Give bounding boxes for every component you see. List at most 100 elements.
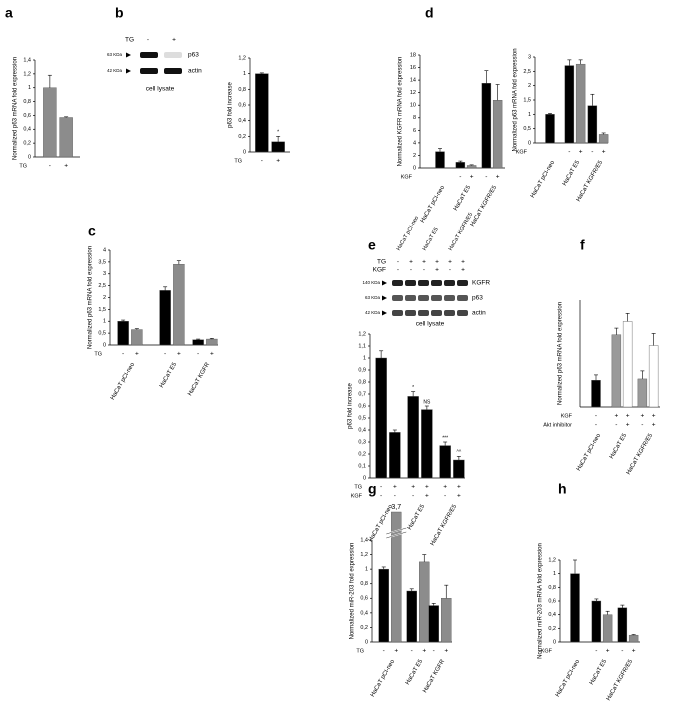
bar	[591, 380, 601, 408]
band	[457, 295, 468, 301]
panel-letter: g	[368, 481, 377, 497]
row-value: +	[135, 351, 139, 358]
row-value: -	[621, 648, 623, 655]
bar	[435, 151, 445, 169]
bar	[466, 165, 477, 169]
bar	[598, 134, 609, 144]
y-tick-label: 18	[410, 52, 416, 58]
y-tick-label: 12	[410, 90, 416, 96]
bar	[492, 99, 503, 169]
cell-line: HaCaT E5	[422, 227, 440, 252]
x-tick-label: HaCaT E5	[453, 184, 472, 212]
band	[431, 310, 442, 316]
row-value: -	[433, 648, 435, 655]
band-arrow	[126, 52, 131, 58]
blot-caption: cell lysate	[416, 321, 445, 328]
band-size: 42 KDa	[107, 68, 123, 73]
band	[140, 68, 158, 74]
row-value: +	[579, 149, 583, 156]
y-tick-label: 0,8	[358, 379, 366, 385]
y-tick-label: 2,5	[523, 69, 531, 75]
band	[444, 280, 455, 286]
x-tick-label: HaCaT KGFR/E5	[430, 503, 459, 547]
row-value: -	[595, 413, 597, 420]
bar	[648, 345, 659, 408]
row-value: -	[485, 174, 487, 181]
row-label: KGF	[401, 174, 413, 180]
bar	[439, 445, 451, 479]
y-tick-label: 1,2	[548, 557, 556, 563]
bar	[617, 607, 628, 643]
bar	[622, 321, 633, 408]
bar	[419, 561, 430, 643]
band	[431, 295, 442, 301]
y-tick-label: 1	[363, 355, 366, 361]
band	[431, 280, 442, 286]
bar	[406, 590, 417, 643]
bar	[602, 614, 613, 643]
y-tick-label: 0,5	[98, 331, 106, 337]
row-value: +	[444, 648, 448, 655]
axis-break	[386, 531, 407, 539]
panel-letter: c	[88, 223, 96, 239]
band-size: 140 KDa	[362, 280, 380, 285]
bar	[587, 105, 598, 144]
bar	[575, 63, 586, 144]
bar	[117, 321, 129, 346]
y-tick-label: 4	[103, 247, 106, 253]
row-value: +	[411, 484, 415, 491]
panel-letter: b	[115, 5, 124, 21]
band	[444, 295, 455, 301]
y-tick-label: 0,4	[238, 118, 246, 124]
row-value: +	[422, 648, 426, 655]
bar	[378, 568, 389, 643]
bar	[255, 73, 269, 153]
bar	[159, 290, 171, 346]
row-label: TG	[356, 648, 364, 654]
y-tick-label: 1	[243, 71, 246, 77]
row-value: +	[470, 174, 474, 181]
row-label: KGF	[351, 493, 363, 499]
row-value: +	[652, 422, 656, 429]
value-label: 3,7	[391, 504, 401, 511]
y-tick-label: 2	[528, 83, 531, 89]
row-value: -	[383, 648, 385, 655]
row-value: +	[443, 484, 447, 491]
y-tick-label: 1,5	[98, 307, 106, 313]
row-value: +	[393, 484, 397, 491]
bar	[43, 87, 57, 158]
band-label: p63	[188, 52, 199, 59]
bar	[59, 117, 73, 158]
row-value: +	[435, 267, 439, 274]
x-tick-label: HaCaT E5	[609, 432, 628, 460]
y-axis-label: p63 fold increase	[348, 382, 354, 428]
row-value: -	[459, 174, 461, 181]
row-label: KGF	[561, 413, 573, 419]
y-tick-label: 0,5	[523, 126, 531, 132]
y-tick-label: 0	[243, 149, 246, 155]
blot-lane: +	[172, 37, 176, 44]
x-tick-label: HaCaT E5	[562, 159, 581, 187]
row-value: -	[641, 422, 643, 429]
row-value: -	[423, 267, 425, 274]
bar	[545, 114, 555, 144]
bar	[389, 432, 401, 479]
row-value: -	[380, 484, 382, 491]
row-value: +	[602, 149, 606, 156]
panel-letter: h	[558, 481, 567, 497]
row-value: -	[261, 158, 263, 165]
bar	[441, 598, 452, 643]
bar	[131, 329, 143, 346]
y-tick-label: 0,4	[358, 427, 366, 433]
row-value: -	[164, 351, 166, 358]
y-tick-label: 1,5	[523, 97, 531, 103]
axis-break	[386, 527, 407, 535]
band-size: 63 KDa	[365, 295, 381, 300]
band-arrow	[382, 310, 387, 316]
y-tick-label: 0,7	[358, 391, 366, 397]
bar	[271, 141, 285, 153]
y-tick-label: 3	[528, 54, 531, 60]
y-tick-label: 0	[365, 639, 368, 645]
x-tick-label: HaCaT pCI-neo	[555, 658, 581, 698]
row-value: +	[422, 259, 426, 266]
